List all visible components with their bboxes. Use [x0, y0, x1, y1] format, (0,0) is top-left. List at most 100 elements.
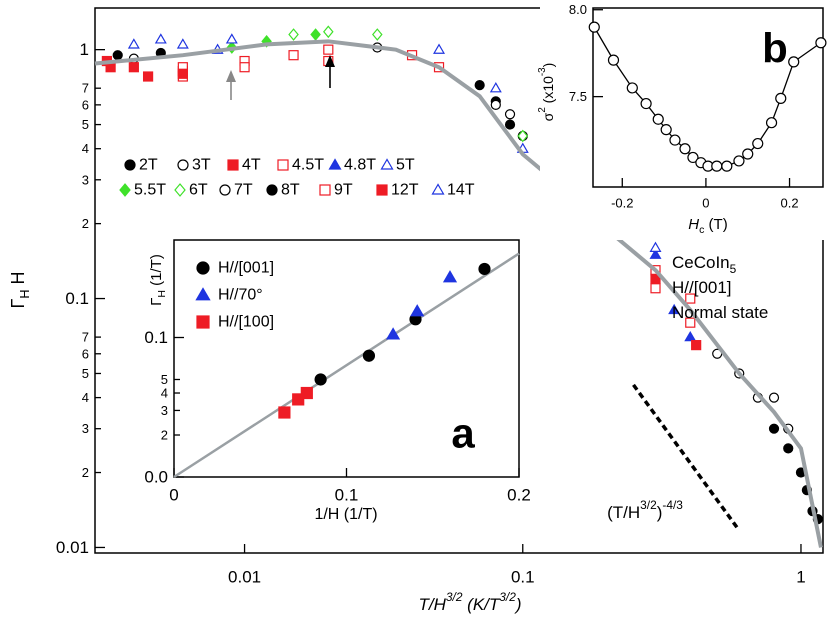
x-tick-label: -0.2: [611, 196, 633, 211]
annotation: H//[001]: [672, 278, 732, 297]
marker: [685, 317, 696, 328]
x-tick-label: 0: [169, 486, 178, 505]
marker: [588, 21, 600, 33]
inset-b: -0.2 0 0.2 7.5 8.0 Hc (T) σ2 (x10-3): [537, 2, 829, 240]
marker: [323, 44, 334, 55]
legend-label: 7T: [234, 182, 253, 199]
panel-label: b: [762, 25, 788, 72]
y-tick-label: 5: [161, 372, 168, 387]
marker: [649, 241, 662, 252]
text-part: 2: [537, 107, 548, 112]
text-part: 5: [730, 262, 737, 276]
y-tick-label: 2: [82, 216, 89, 231]
text-part: (T/H: [607, 503, 640, 522]
marker: [277, 159, 289, 171]
marker: [474, 80, 485, 91]
marker: [196, 315, 210, 329]
marker: [128, 62, 139, 73]
marker: [176, 38, 189, 49]
marker: [775, 92, 787, 104]
marker: [323, 25, 334, 39]
legend-label: 4T: [242, 157, 261, 174]
marker: [266, 184, 278, 196]
text-part: (T): [704, 216, 727, 233]
marker: [652, 113, 664, 125]
marker: [650, 283, 661, 294]
marker: [668, 303, 681, 315]
text-part: -3: [537, 67, 548, 76]
marker: [124, 159, 136, 171]
x-tick-label: 0.01: [228, 568, 261, 587]
legend-label: 4.5T: [292, 157, 324, 174]
arrow-head: [325, 55, 335, 67]
legend-label: 4.8T: [344, 157, 376, 174]
marker: [517, 129, 529, 143]
y-tick-label: 4: [82, 390, 89, 405]
marker: [687, 151, 699, 164]
x-tick-label: 0.2: [507, 486, 531, 505]
marker: [300, 386, 313, 400]
marker: [442, 270, 458, 283]
x-tick-label: 0: [702, 196, 709, 211]
text-part: Normal state: [672, 303, 768, 322]
legend-label: 14T: [447, 182, 475, 199]
marker: [478, 262, 491, 276]
y-axis-label: ΓH H: [8, 271, 32, 308]
x-tick-label: 0.1: [511, 568, 535, 587]
y-tick-label: 0.01: [56, 538, 89, 557]
marker: [504, 119, 516, 130]
marker: [783, 443, 794, 454]
y-tick-label: 2: [161, 428, 168, 443]
marker: [431, 183, 445, 195]
text-part: σ: [540, 112, 556, 121]
y-axis-label: ΓH (1/T): [148, 254, 169, 306]
marker: [765, 117, 778, 129]
y-tick-label: 7.5: [569, 89, 587, 104]
marker: [607, 54, 620, 66]
marker: [721, 160, 733, 172]
y-tick-label: 5: [82, 117, 89, 132]
marker: [380, 158, 394, 170]
marker: [310, 28, 321, 41]
marker: [376, 184, 388, 196]
marker: [112, 50, 123, 61]
legend-label: 9T: [334, 182, 353, 199]
marker: [328, 158, 342, 170]
marker: [119, 183, 131, 197]
y-tick-label: 3: [82, 421, 89, 436]
text-part: ): [540, 63, 556, 68]
marker: [640, 97, 652, 110]
x-axis-label: 1/H (1/T): [314, 506, 377, 523]
fit-line: [173, 252, 520, 479]
y-tick-label: 7: [82, 330, 89, 345]
marker: [742, 148, 754, 160]
marker: [733, 155, 745, 167]
marker: [177, 159, 189, 171]
marker: [288, 28, 299, 41]
legend-label: 2T: [139, 157, 158, 174]
y-tick-label: 0.1: [65, 289, 89, 308]
text-part: -4/3: [662, 498, 683, 512]
legend-label: 8T: [281, 182, 300, 199]
text-part: c: [699, 224, 704, 236]
y-tick-label: 6: [82, 346, 89, 361]
text-part: ): [514, 595, 522, 614]
y-tick-label: 5: [82, 366, 89, 381]
marker: [815, 37, 827, 49]
text-part: T/H: [419, 595, 447, 614]
y-tick-label: 3: [161, 403, 168, 418]
marker: [626, 82, 638, 94]
annotation: Normal state: [672, 303, 768, 322]
legend-label: 5.5T: [134, 182, 166, 199]
marker: [691, 340, 702, 351]
marker: [489, 82, 502, 93]
text-part: CeCoIn: [672, 253, 730, 272]
y-tick-label: 0.1: [144, 328, 168, 347]
marker: [225, 33, 238, 44]
text-part: (1/T): [148, 254, 165, 290]
marker: [292, 393, 305, 406]
marker: [649, 248, 662, 259]
marker: [711, 160, 723, 172]
inset-a: 0 0.1 0.2 0.0 2 3 45 0.1 H//[001] H//70° H//[100] 1…: [144, 239, 531, 523]
